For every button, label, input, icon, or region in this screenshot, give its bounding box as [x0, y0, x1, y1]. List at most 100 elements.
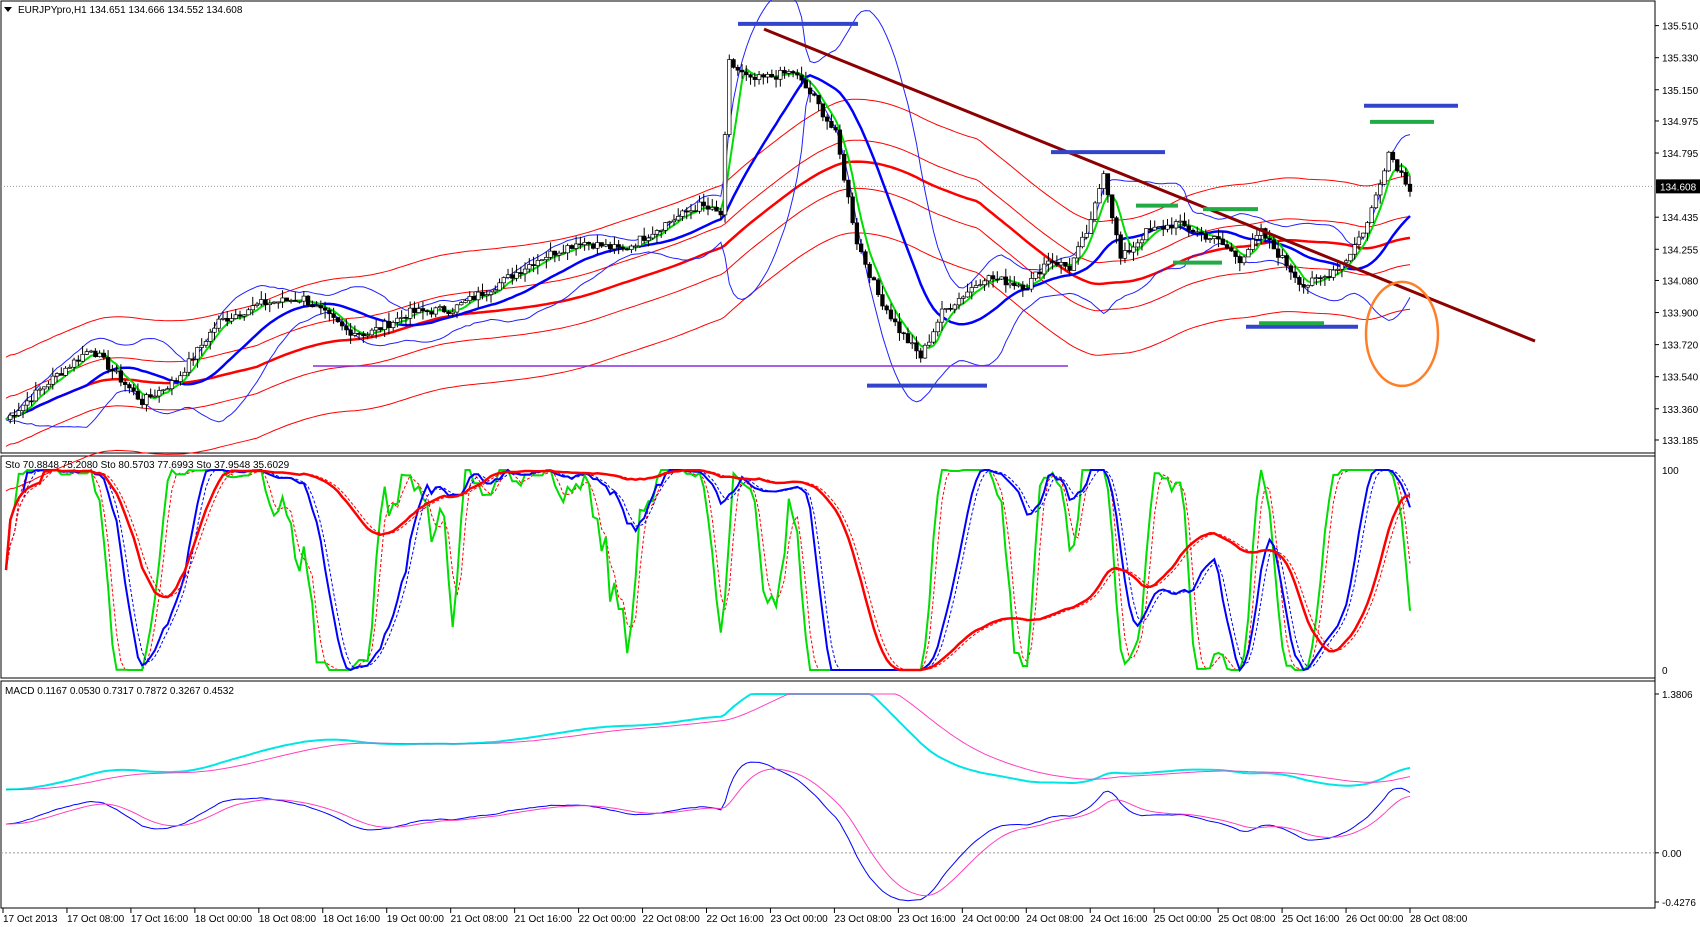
candle-body	[246, 309, 251, 316]
candle-body	[1361, 232, 1366, 238]
candle-body	[1016, 284, 1021, 287]
price-tick-label: 134.080	[1662, 276, 1699, 287]
candle-body	[429, 311, 434, 315]
candle-body	[161, 389, 166, 392]
candle-body	[1271, 239, 1277, 250]
candle-body	[399, 317, 404, 319]
candle-body	[1378, 183, 1383, 196]
candle-body	[50, 375, 55, 385]
candle-body	[527, 264, 532, 270]
candle-body	[97, 352, 102, 358]
candle-body	[199, 344, 204, 348]
candle-body	[867, 263, 872, 278]
candle-body	[131, 387, 136, 392]
candle-body	[174, 380, 179, 382]
candle-body	[208, 331, 213, 342]
candle-body	[616, 244, 621, 248]
macd-fast	[5, 761, 1411, 902]
candle-body	[1280, 255, 1285, 258]
candle-body	[1331, 269, 1336, 278]
candle-body	[893, 318, 898, 323]
candle-body	[29, 400, 34, 403]
price-tick-label: 134.255	[1662, 245, 1699, 256]
candle-body	[612, 244, 617, 250]
candle-body	[1054, 261, 1060, 266]
candle-body	[195, 347, 200, 360]
candle-body	[1292, 271, 1298, 278]
candle-body	[629, 245, 634, 250]
candle-body	[20, 404, 26, 411]
candle-body	[1216, 236, 1221, 240]
candle-body	[510, 274, 515, 279]
candle-body	[1284, 255, 1289, 267]
candle-body	[705, 205, 711, 210]
candle-body	[548, 250, 553, 258]
candle-body	[437, 306, 443, 309]
candle-body	[1399, 170, 1404, 173]
candle-body	[433, 307, 438, 315]
candle-body	[263, 299, 268, 306]
trendline	[763, 27, 1536, 343]
candle-body	[267, 302, 272, 306]
price-plot	[1, 0, 1655, 492]
candle-body	[480, 291, 485, 297]
candle-body	[1373, 194, 1379, 209]
candle-body	[416, 308, 421, 313]
candle-body	[395, 317, 400, 323]
candle-body	[114, 370, 119, 373]
candle-body	[722, 134, 728, 216]
candle-body	[101, 352, 107, 358]
candle-body	[1288, 265, 1294, 273]
candle-body	[1003, 276, 1008, 286]
time-tick-label: 21 Oct 16:00	[515, 914, 573, 925]
time-tick-label: 23 Oct 00:00	[770, 914, 828, 925]
candle-body	[318, 305, 323, 309]
chart-menu-triangle-icon[interactable]	[4, 7, 12, 12]
candle-body	[650, 233, 655, 239]
candle-body	[322, 307, 328, 311]
candle-body	[1127, 250, 1132, 253]
candle-body	[880, 294, 885, 307]
candle-body	[820, 103, 826, 118]
candle-body	[1224, 244, 1230, 249]
candle-body	[765, 74, 770, 78]
candle-body	[922, 344, 928, 359]
candle-body	[773, 76, 779, 80]
stoch-tick-label: 0	[1662, 666, 1668, 677]
candle-body	[599, 242, 604, 247]
time-tick-label: 17 Oct 2013	[3, 914, 58, 925]
candle-body	[799, 74, 804, 81]
candle-body	[84, 351, 89, 355]
envelope-lower-inner	[5, 187, 1411, 447]
candle-body	[467, 296, 472, 301]
candle-body	[837, 129, 843, 155]
candle-body	[522, 268, 528, 275]
candle-body	[807, 87, 813, 95]
candle-body	[8, 414, 13, 420]
candle-body	[1152, 226, 1157, 231]
candle-body	[1020, 284, 1025, 290]
candle-body	[1012, 282, 1017, 286]
candle-body	[824, 116, 830, 122]
candle-body	[420, 308, 426, 312]
candle-body	[888, 309, 894, 320]
candle-body	[76, 359, 81, 362]
candle-body	[454, 304, 460, 313]
candle-body	[625, 248, 630, 251]
time-tick-label: 25 Oct 16:00	[1282, 914, 1340, 925]
candle-body	[386, 320, 392, 328]
candle-body	[697, 201, 702, 212]
candle-body	[999, 276, 1004, 280]
candle-body	[1169, 224, 1174, 229]
candle-body	[463, 300, 468, 303]
stochastic-plot	[4, 468, 1411, 673]
candle-body	[493, 289, 498, 293]
candle-body	[948, 308, 953, 310]
candle-body	[1314, 277, 1319, 280]
candle-body	[1182, 220, 1187, 227]
candle-body	[803, 79, 809, 89]
candle-body	[344, 325, 349, 331]
candle-body	[118, 370, 124, 383]
time-tick-label: 22 Oct 08:00	[643, 914, 701, 925]
price-tick-label: 134.975	[1662, 117, 1699, 128]
